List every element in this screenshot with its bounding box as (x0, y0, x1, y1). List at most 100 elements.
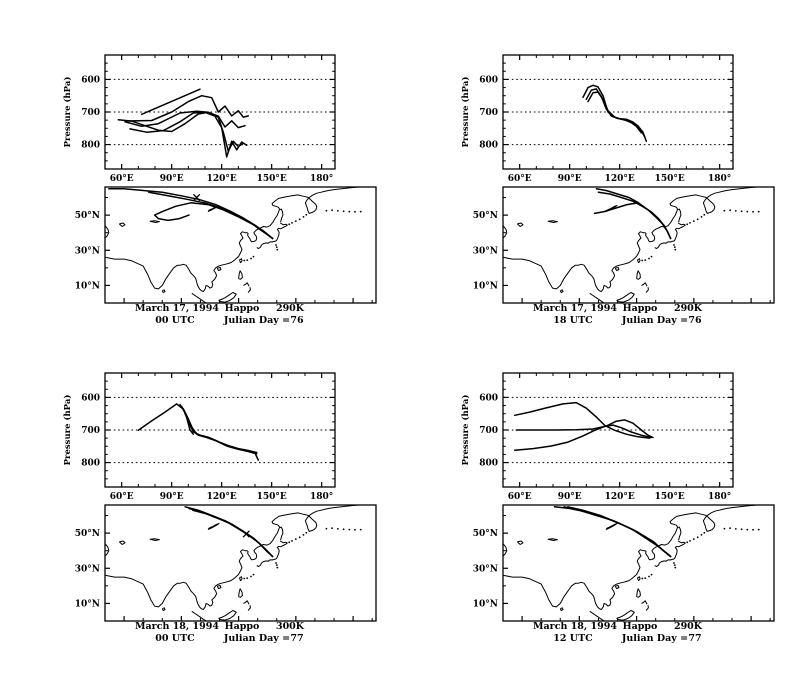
island-dot (342, 528, 345, 531)
crossing-marker (192, 193, 201, 202)
coastline-path (637, 258, 641, 264)
lat-tick-label: 30°N (75, 564, 100, 574)
y-tick-label: 700 (479, 108, 498, 118)
pressure-trajectory (117, 111, 245, 152)
coastline-path (279, 208, 284, 223)
island-dot (325, 209, 328, 212)
y-tick-label: 600 (479, 75, 498, 85)
island-dot (246, 577, 249, 579)
map-frame (104, 186, 377, 304)
caption-site: Happo (622, 621, 658, 632)
caption-bottom-right: March 18, 1994 Happo 290K 12 UTC Julian … (503, 621, 774, 651)
pressure-trajectory (513, 401, 651, 439)
pressure-axis-label: Pressure (hPa) (62, 77, 73, 148)
coastline-path (677, 526, 682, 541)
caption-julian-value: 76 (290, 315, 304, 326)
pressure-trajectory (137, 403, 195, 435)
x-tick-label: 90°E (160, 174, 184, 184)
island-dot (673, 564, 676, 566)
lat-tick-label: 10°N (75, 281, 100, 291)
trajectory-map-bottom-right: 50°N 30°N 10°N (473, 504, 775, 622)
caption-julian-value: 77 (688, 633, 702, 644)
coastline-path (503, 505, 767, 611)
island-dot (703, 531, 706, 534)
coastline-path (547, 220, 558, 223)
x-tick-label: 90°E (558, 492, 582, 502)
caption-theta: 290K (673, 303, 703, 314)
caption-time: 12 UTC (553, 633, 593, 644)
y-tick-label: 800 (81, 141, 100, 151)
island-dot (673, 246, 676, 248)
island-dot (673, 562, 675, 564)
island-dot (243, 577, 246, 580)
island-dot (700, 534, 703, 536)
coastline-path (559, 607, 564, 611)
caption-julian-value: 77 (290, 633, 304, 644)
coastline-path (654, 222, 686, 249)
island-dot (757, 210, 760, 213)
y-tick-label: 800 (479, 141, 498, 151)
island-dot (674, 248, 677, 251)
caption-theta: 300K (275, 621, 305, 632)
coastline-path (636, 588, 641, 598)
x-tick-label: 180° (310, 492, 333, 502)
island-dot (729, 209, 731, 212)
y-tick-label: 700 (81, 426, 100, 436)
lat-tick-label: 10°N (473, 281, 498, 291)
island-dot (298, 218, 301, 221)
coastline-path (105, 187, 369, 293)
map-trajectory (108, 188, 274, 240)
island-dot (331, 209, 333, 212)
island-dot (734, 528, 737, 530)
x-tick-label: 150°E (655, 492, 685, 502)
lat-tick-label: 10°N (473, 599, 498, 609)
island-dot (342, 210, 345, 213)
lat-tick-label: 50°N (75, 211, 100, 221)
island-dot (648, 257, 650, 260)
coastline-path (105, 543, 110, 557)
lat-tick-label: 30°N (473, 246, 498, 256)
caption-date: March 17, 1994 (533, 303, 617, 314)
coastline-path (654, 540, 686, 567)
caption-site: Happo (622, 303, 658, 314)
coastline-path (243, 600, 250, 605)
island-dot (696, 536, 699, 539)
lat-tick-label: 10°N (75, 599, 100, 609)
island-dot (276, 248, 279, 251)
island-dot (250, 257, 252, 260)
pressure-trajectory (124, 94, 250, 122)
caption-theta: 290K (275, 303, 305, 314)
coastline-path (247, 287, 251, 293)
island-dot (644, 259, 647, 261)
x-tick-label: 120°E (605, 492, 635, 502)
island-dot (734, 210, 737, 212)
coastline-path (589, 610, 605, 621)
island-dot (673, 244, 675, 246)
coastline-path (279, 526, 284, 541)
island-dot (648, 575, 650, 578)
coastline-path (516, 540, 524, 545)
x-tick-label: 120°E (605, 174, 635, 184)
island-dot (723, 209, 726, 212)
map-trajectory (595, 188, 672, 240)
island-dot (692, 220, 695, 222)
pressure-chart-top-right: 600 700 800 60°E 90°E 120°E 150°E 180° Pressure … (460, 54, 734, 184)
coastline-path (243, 282, 250, 287)
caption-bottom-left: March 18, 1994 Happo 300K 00 UTC Julian … (105, 621, 376, 651)
y-tick-label: 800 (479, 459, 498, 469)
coastline-path (503, 225, 508, 239)
island-dot (246, 259, 249, 261)
island-dot (752, 210, 754, 213)
island-dot (288, 223, 291, 226)
coastline-path (677, 208, 682, 223)
caption-julian-value: 76 (688, 315, 702, 326)
coastline-path (605, 523, 618, 531)
pressure-chart-bottom-left: 600 700 800 60°E 90°E 120°E 150°E 180° Pressure … (62, 372, 336, 502)
x-tick-label: 60°E (508, 174, 532, 184)
pressure-trajectory (179, 403, 258, 454)
island-dot (757, 528, 760, 531)
coastline-path (645, 605, 649, 611)
trajectory-map-bottom-left: 50°N 30°N 10°N (75, 504, 377, 622)
y-tick-label: 800 (81, 459, 100, 469)
